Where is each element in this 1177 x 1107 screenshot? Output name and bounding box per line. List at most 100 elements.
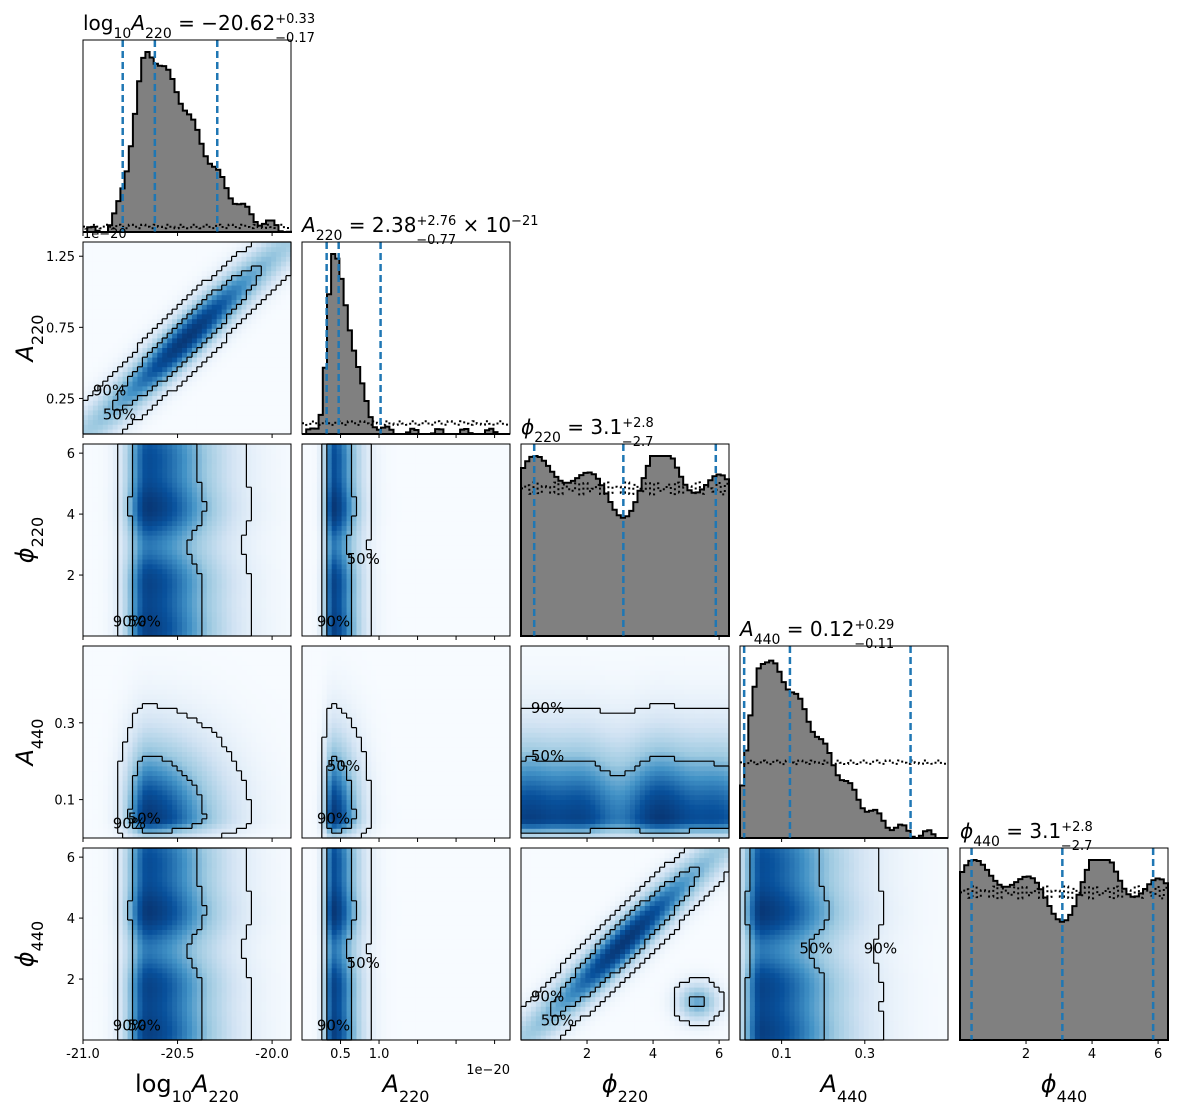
density-cell bbox=[206, 559, 213, 565]
density-cell bbox=[271, 612, 277, 618]
density-cell bbox=[286, 453, 292, 459]
density-cell bbox=[87, 390, 94, 396]
density-cell bbox=[435, 607, 442, 613]
density-cell bbox=[117, 559, 124, 565]
density-cell bbox=[83, 540, 89, 546]
density-cell bbox=[211, 448, 218, 454]
density-cell bbox=[117, 573, 124, 579]
density-cell bbox=[172, 352, 178, 358]
density-cell bbox=[246, 511, 252, 517]
density-cell bbox=[256, 342, 262, 348]
density-cell bbox=[236, 621, 242, 627]
density-cell bbox=[396, 592, 402, 598]
density-cell bbox=[122, 516, 128, 522]
density-cell bbox=[256, 621, 262, 627]
density-cell bbox=[490, 458, 496, 464]
density-cell bbox=[83, 266, 89, 272]
density-cell bbox=[455, 520, 461, 526]
density-cell bbox=[415, 612, 422, 618]
density-cell bbox=[420, 564, 427, 570]
density-cell bbox=[226, 424, 232, 430]
density-cell bbox=[401, 472, 407, 478]
density-cell bbox=[326, 501, 333, 507]
density-cell bbox=[256, 386, 262, 392]
density-cell bbox=[157, 395, 163, 401]
density-cell bbox=[470, 468, 476, 474]
density-cell bbox=[132, 468, 138, 474]
density-cell bbox=[191, 540, 198, 546]
density-cell bbox=[406, 631, 412, 637]
density-cell bbox=[167, 612, 173, 618]
density-cell bbox=[445, 516, 451, 522]
density-cell bbox=[152, 318, 158, 324]
density-cell bbox=[152, 458, 158, 464]
density-cell bbox=[326, 535, 333, 541]
density-cell bbox=[167, 400, 173, 406]
density-cell bbox=[425, 444, 432, 450]
density-cell bbox=[326, 463, 333, 469]
density-cell bbox=[216, 381, 223, 387]
density-cell bbox=[495, 554, 501, 560]
density-cell bbox=[475, 583, 481, 589]
density-cell bbox=[391, 540, 397, 546]
density-cell bbox=[331, 444, 338, 450]
density-cell bbox=[132, 607, 138, 613]
density-cell bbox=[137, 496, 143, 502]
density-cell bbox=[261, 477, 267, 483]
density-cell bbox=[83, 564, 89, 570]
density-cell bbox=[495, 621, 501, 627]
density-cell bbox=[187, 400, 193, 406]
density-cell bbox=[196, 568, 203, 574]
density-cell bbox=[376, 477, 382, 483]
density-cell bbox=[470, 477, 476, 483]
density-cell bbox=[386, 597, 392, 603]
density-cell bbox=[281, 468, 287, 474]
density-cell bbox=[256, 559, 262, 565]
density-cell bbox=[246, 501, 252, 507]
density-cell bbox=[356, 564, 362, 570]
density-cell bbox=[256, 583, 262, 589]
density-cell bbox=[122, 578, 128, 584]
density-cell bbox=[162, 535, 168, 541]
density-cell bbox=[251, 294, 257, 300]
density-cell bbox=[430, 578, 437, 584]
density-cell bbox=[191, 395, 198, 401]
density-cell bbox=[132, 299, 138, 305]
density-cell bbox=[92, 251, 99, 257]
density-cell bbox=[251, 386, 257, 392]
density-cell bbox=[231, 304, 237, 310]
contour-label-50: 50% bbox=[103, 406, 136, 424]
density-cell bbox=[112, 333, 119, 339]
density-cell bbox=[97, 612, 104, 618]
density-cell bbox=[167, 607, 173, 613]
density-cell bbox=[191, 525, 198, 531]
density-cell bbox=[455, 448, 461, 454]
density-cell bbox=[87, 554, 94, 560]
density-cell bbox=[331, 573, 338, 579]
density-cell bbox=[251, 496, 257, 502]
density-cell bbox=[261, 376, 267, 382]
density-cell bbox=[142, 578, 148, 584]
density-cell bbox=[361, 487, 367, 493]
density-cell bbox=[107, 328, 114, 334]
density-cell bbox=[83, 376, 89, 382]
density-cell bbox=[221, 314, 228, 320]
density-cell bbox=[475, 492, 481, 498]
density-cell bbox=[216, 323, 223, 329]
density-cell bbox=[231, 448, 237, 454]
density-cell bbox=[177, 405, 183, 411]
density-cell bbox=[201, 275, 208, 281]
density-cell bbox=[276, 492, 282, 498]
density-cell bbox=[162, 564, 168, 570]
density-cell bbox=[211, 496, 218, 502]
density-cell bbox=[321, 511, 328, 517]
density-cell bbox=[196, 376, 203, 382]
density-cell bbox=[167, 516, 173, 522]
density-cell bbox=[87, 516, 94, 522]
density-cell bbox=[376, 588, 382, 594]
density-cell bbox=[321, 520, 328, 526]
density-cell bbox=[450, 453, 456, 459]
density-cell bbox=[302, 578, 308, 584]
density-cell bbox=[211, 386, 218, 392]
density-cell bbox=[281, 266, 287, 272]
